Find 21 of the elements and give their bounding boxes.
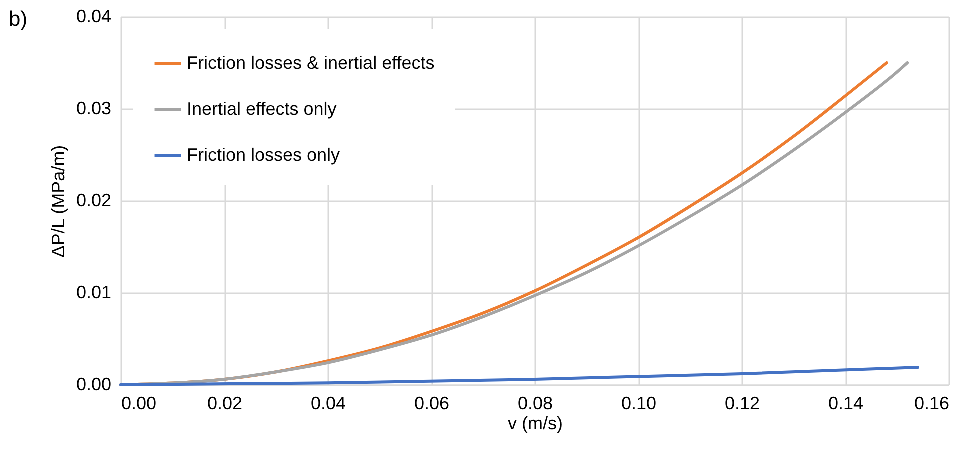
x-tick-label: 0.08 (518, 394, 554, 414)
y-tick-label: 0.03 (76, 98, 112, 118)
x-tick-label: 0.00 (122, 394, 157, 414)
y-axis-title: ΔP/L (MPa/m) (48, 145, 68, 258)
line-series (120, 366, 920, 386)
x-tick-label: 0.04 (310, 394, 346, 414)
x-axis-title: v (m/s) (508, 414, 563, 434)
legend-label: Friction losses & inertial effects (187, 53, 435, 73)
chart-title: b) (9, 8, 28, 31)
x-tick-label: 0.16 (914, 394, 950, 414)
y-tick-label: 0.02 (76, 190, 112, 210)
x-tick-label: 0.06 (414, 394, 450, 414)
x-tick-label: 0.02 (207, 394, 243, 414)
legend-label: Friction losses only (187, 145, 340, 165)
y-tick-label: 0.00 (76, 374, 112, 394)
x-tick-label: 0.12 (724, 394, 760, 414)
legend-label: Inertial effects only (187, 99, 337, 119)
x-tick-label: 0.14 (828, 394, 864, 414)
y-tick-label: 0.04 (76, 6, 112, 26)
x-tick-label: 0.10 (621, 394, 657, 414)
y-tick-label: 0.01 (76, 282, 112, 302)
